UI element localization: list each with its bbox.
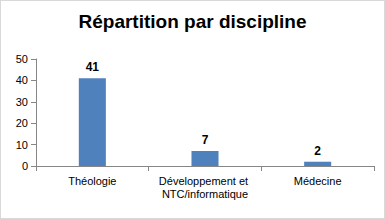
- svg-text:40: 40: [16, 74, 28, 86]
- svg-text:0: 0: [22, 160, 28, 172]
- svg-text:2: 2: [314, 144, 321, 158]
- svg-text:41: 41: [86, 60, 100, 74]
- svg-text:Répartition par discipline: Répartition par discipline: [78, 11, 306, 32]
- svg-text:Théologie: Théologie: [68, 175, 116, 187]
- svg-text:Développement et: Développement et: [159, 175, 251, 187]
- svg-text:20: 20: [16, 117, 28, 129]
- svg-text:30: 30: [16, 96, 28, 108]
- svg-text:7: 7: [202, 133, 209, 147]
- svg-text:Médecine: Médecine: [294, 175, 342, 187]
- svg-text:NTC/informatique: NTC/informatique: [162, 188, 248, 200]
- svg-text:10: 10: [16, 139, 28, 151]
- svg-text:50: 50: [16, 53, 28, 65]
